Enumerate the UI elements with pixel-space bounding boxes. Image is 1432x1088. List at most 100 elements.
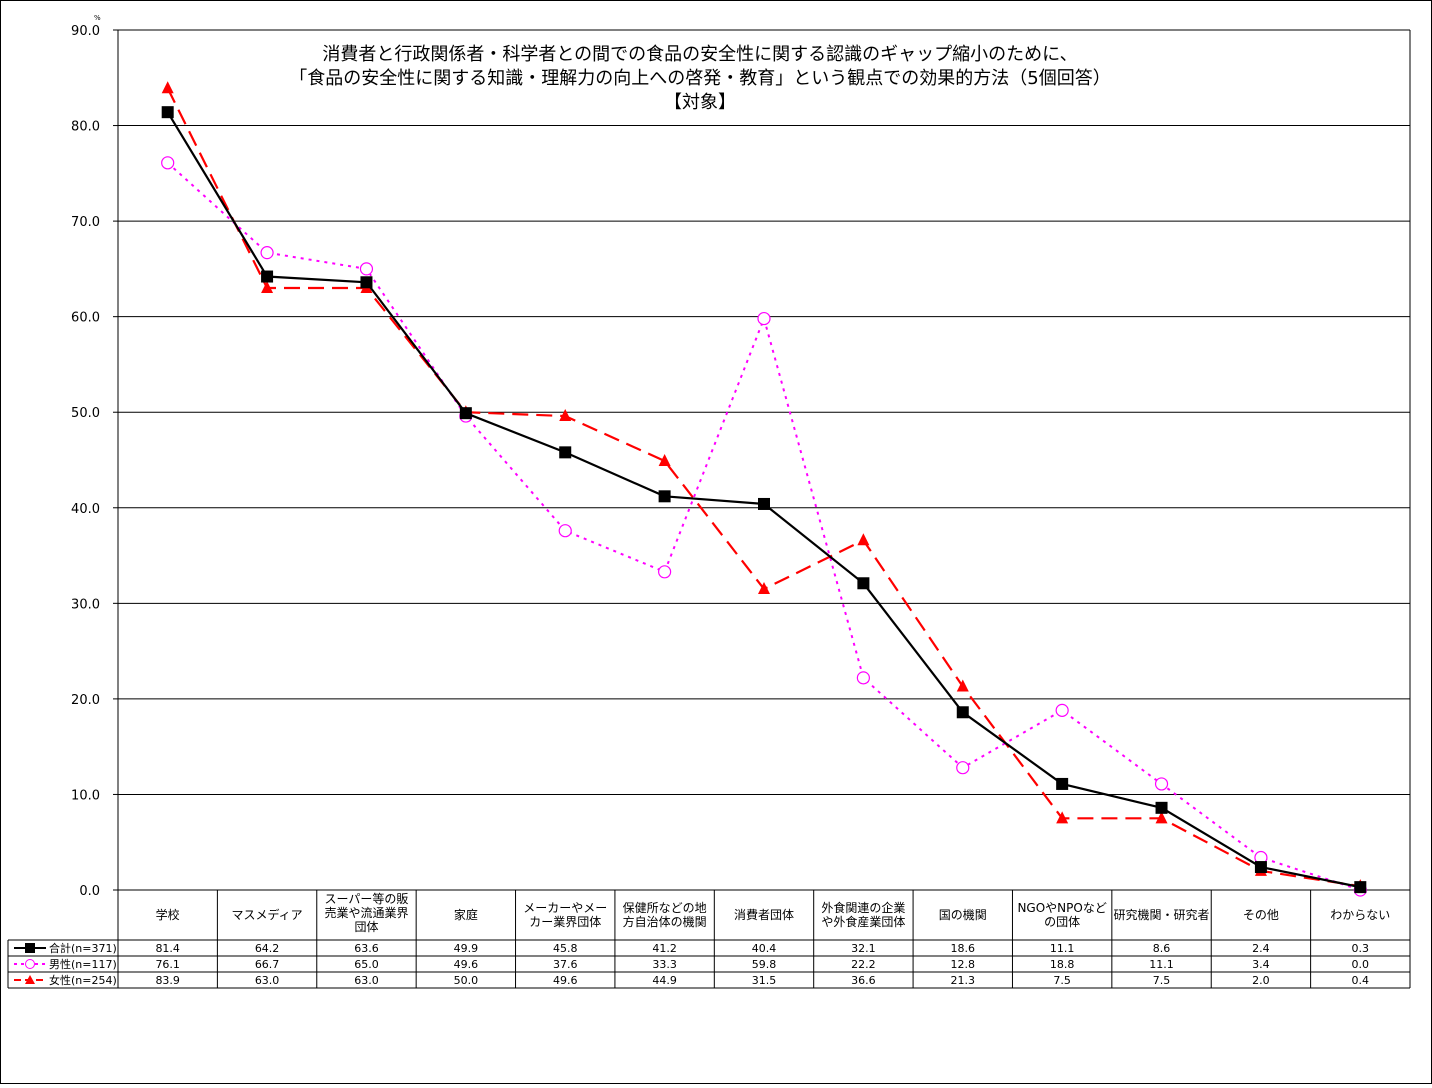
table-value-cell: 83.9: [155, 974, 180, 987]
marker-triangle: [1056, 811, 1069, 824]
table-value-cell: 22.2: [851, 958, 876, 971]
marker-square: [1354, 881, 1367, 894]
marker-square: [459, 407, 472, 420]
table-value-cell: 63.0: [354, 974, 379, 987]
marker-square: [1254, 861, 1267, 874]
marker-circle: [359, 262, 374, 276]
x-category-label: 売業や流通業界: [324, 905, 408, 920]
table-value-cell: 18.6: [951, 942, 976, 955]
table-value-cell: 64.2: [255, 942, 280, 955]
table-value-cell: 7.5: [1053, 974, 1071, 987]
legend-key-marker: [25, 943, 35, 953]
table-value-cell: 40.4: [752, 942, 777, 955]
x-category-label: 学校: [156, 907, 180, 922]
table-value-cell: 65.0: [354, 958, 379, 971]
marker-circle: [260, 246, 274, 260]
table-value-cell: 2.4: [1252, 942, 1270, 955]
chart-title-line: 「食品の安全性に関する知識・理解力の向上への啓発・教育」という観点での効果的方法…: [289, 68, 1110, 89]
x-category-label: 保健所などの地: [623, 901, 707, 915]
marker-triangle: [758, 582, 770, 594]
series-layer: [161, 81, 1367, 897]
table-value-cell: 7.5: [1153, 974, 1171, 987]
marker-triangle: [658, 453, 671, 466]
marker-circle: [856, 671, 870, 685]
table-value-cell: 2.0: [1252, 974, 1270, 987]
marker-circle: [558, 524, 572, 538]
table-value-cell: 11.1: [1050, 942, 1075, 955]
x-category-label: マスメディア: [231, 907, 302, 922]
y-tick-label: 0.0: [79, 884, 100, 899]
y-unit-label: %: [94, 14, 101, 22]
marker-circle: [658, 565, 672, 579]
marker-circle: [1055, 703, 1069, 717]
chart-title-line: 【対象】: [664, 92, 736, 113]
marker-circle: [1154, 777, 1169, 791]
x-category-label: スーパー等の販: [325, 892, 409, 906]
x-category-label: その他: [1243, 908, 1279, 922]
marker-triangle: [956, 679, 969, 692]
marker-square: [559, 446, 572, 459]
table-value-cell: 32.1: [851, 942, 876, 955]
legend-key-marker: [25, 975, 35, 984]
x-category-label: 方自治体の機関: [623, 914, 707, 929]
x-category-label: 国の機関: [939, 907, 987, 922]
table-value-cell: 59.8: [752, 958, 777, 971]
table-value-cell: 49.6: [454, 958, 479, 971]
chart-title-line: 消費者と行政関係者・科学者との間での食品の安全性に関する認識のギャップ縮小のため…: [322, 44, 1077, 65]
table-value-cell: 36.6: [851, 974, 876, 987]
table-value-cell: 41.2: [652, 942, 677, 955]
marker-square: [261, 270, 274, 283]
legend-series-name: 女性(n=254): [49, 973, 117, 987]
x-category-label: メーカーやメー: [523, 901, 607, 915]
x-category-label: や外食産業団体: [821, 914, 905, 929]
marker-circle: [161, 156, 175, 170]
legend-series-name: 合計(n=371): [49, 941, 117, 955]
table-value-cell: 66.7: [255, 958, 280, 971]
table-value-cell: 31.5: [752, 974, 777, 987]
x-category-label: カー業界団体: [529, 915, 601, 929]
y-tick-label: 80.0: [71, 120, 100, 135]
x-category-label: NGOやNPOなど: [1017, 901, 1106, 915]
marker-square: [956, 706, 969, 719]
y-tick-label: 60.0: [71, 311, 100, 326]
table-value-cell: 0.0: [1352, 958, 1370, 971]
table-value-cell: 3.4: [1252, 958, 1270, 971]
x-category-label: の団体: [1044, 915, 1080, 929]
marker-triangle: [559, 409, 572, 422]
table-value-cell: 18.8: [1050, 958, 1075, 971]
table-value-cell: 63.6: [354, 942, 379, 955]
y-tick-label: 10.0: [71, 788, 100, 803]
marker-square: [658, 490, 671, 503]
marker-square: [161, 106, 174, 119]
marker-triangle: [1155, 811, 1168, 824]
table-value-cell: 76.1: [155, 958, 180, 971]
y-tick-label: 70.0: [71, 215, 100, 230]
marker-circle: [956, 761, 970, 775]
marker-triangle: [161, 81, 174, 94]
marker-triangle: [261, 281, 274, 293]
table-value-cell: 8.6: [1153, 942, 1171, 955]
x-category-label: 研究機関・研究者: [1114, 907, 1210, 922]
table-value-cell: 12.8: [951, 958, 976, 971]
table-value-cell: 0.3: [1352, 942, 1370, 955]
y-tick-label: 20.0: [71, 693, 100, 708]
x-category-label: 消費者団体: [734, 907, 794, 922]
table-value-cell: 81.4: [155, 942, 180, 955]
marker-circle: [757, 311, 771, 326]
legend-series-name: 男性(n=117): [49, 957, 117, 971]
x-category-label: 団体: [354, 920, 378, 934]
table-value-cell: 44.9: [652, 974, 677, 987]
marker-square: [360, 276, 373, 289]
table-value-cell: 33.3: [652, 958, 677, 971]
marker-square: [1056, 777, 1069, 790]
table-value-cell: 11.1: [1149, 958, 1174, 971]
chart-title: 消費者と行政関係者・科学者との間での食品の安全性に関する認識のギャップ縮小のため…: [289, 44, 1110, 113]
table-value-cell: 0.4: [1352, 974, 1370, 987]
table-value-cell: 37.6: [553, 958, 578, 971]
y-tick-label: 90.0: [71, 24, 100, 39]
x-category-label: 外食関連の企業: [821, 900, 905, 915]
x-category-label: 家庭: [454, 907, 478, 922]
